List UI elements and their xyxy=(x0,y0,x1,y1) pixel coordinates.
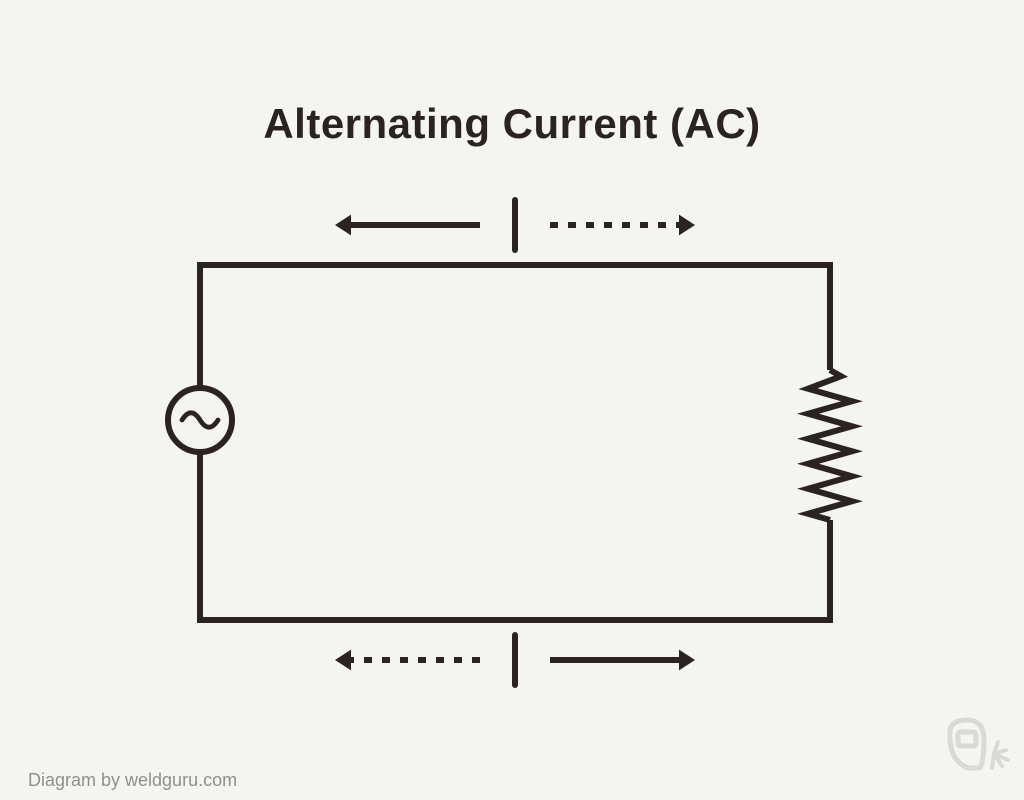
ac-source-sine-icon xyxy=(182,413,218,427)
attribution-text: Diagram by weldguru.com xyxy=(28,770,237,791)
bottom-arrow-left-head xyxy=(335,650,351,671)
diagram-title: Alternating Current (AC) xyxy=(0,100,1024,148)
watermark-icon xyxy=(950,720,1008,768)
resistor-zigzag xyxy=(808,370,852,520)
top-arrow-left-head xyxy=(335,215,351,236)
diagram-canvas: Alternating Current (AC) Diagram by weld… xyxy=(0,0,1024,800)
top-arrow-right-head xyxy=(679,215,695,236)
bottom-arrow-right-head xyxy=(679,650,695,671)
